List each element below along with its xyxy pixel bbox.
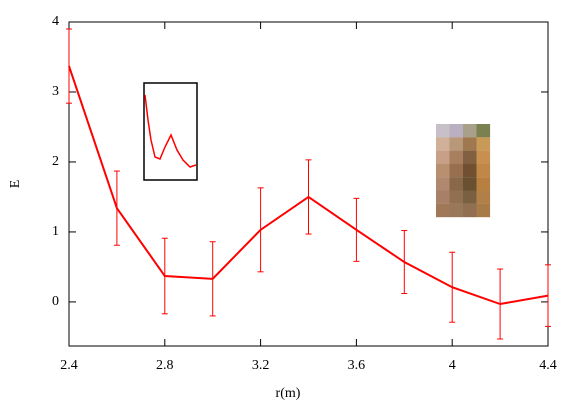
thumbnail-pixel	[476, 137, 491, 151]
thumbnail-pixel	[449, 150, 464, 164]
y-tick-label: 4	[52, 14, 59, 29]
thumbnail-pixel	[436, 150, 450, 164]
thumbnail-pixel	[436, 124, 450, 138]
x-tick-label: 2.4	[60, 358, 78, 373]
x-tick-label: 2.8	[156, 358, 174, 373]
thumbnail-pixel	[449, 163, 464, 178]
thumbnail-pixel	[449, 137, 464, 151]
y-tick-label: 0	[52, 294, 59, 309]
y-tick-label: 3	[52, 84, 59, 99]
thumbnail-pixel	[463, 137, 477, 151]
thumbnail-pixel	[476, 150, 491, 164]
thumbnail-pixel	[449, 190, 464, 204]
thumbnail-pixel	[436, 163, 450, 178]
x-tick-label: 3.2	[252, 358, 270, 373]
thumbnail-pixel	[436, 203, 450, 218]
x-tick-label: 4	[449, 358, 456, 373]
thumbnail-pixel	[436, 190, 450, 204]
thumbnail-pixel	[463, 150, 477, 164]
thumbnail-pixel	[463, 163, 477, 178]
thumbnail-pixel	[463, 177, 477, 191]
thumbnail-pixel	[463, 124, 477, 138]
thumbnail-pixel	[436, 177, 450, 191]
thumbnail-pixel	[449, 177, 464, 191]
thumbnail-pixel	[449, 124, 464, 138]
inset-frame	[143, 82, 198, 181]
x-tick-label: 4.4	[539, 358, 557, 373]
thumbnail-pixel	[449, 203, 464, 218]
inset-curve	[144, 94, 197, 168]
thumbnail-pixel	[436, 137, 450, 151]
y-tick-label: 1	[52, 224, 59, 239]
thumbnail-pixel	[476, 190, 491, 204]
thumbnail-pixel	[463, 190, 477, 204]
y-axis-label: E	[8, 180, 23, 189]
thumbnail-pixel	[476, 124, 491, 138]
y-tick-label: 2	[52, 154, 59, 169]
inset	[143, 82, 198, 181]
x-tick-label: 3.6	[348, 358, 366, 373]
thumbnail	[436, 124, 491, 218]
thumbnail-pixel	[476, 203, 491, 218]
data-line	[68, 65, 549, 306]
plot-frame	[68, 21, 549, 347]
x-axis-label: r(m)	[276, 386, 301, 401]
thumbnail-pixel	[476, 163, 491, 178]
thumbnail-pixel	[463, 203, 477, 218]
thumbnail-pixel	[476, 177, 491, 191]
